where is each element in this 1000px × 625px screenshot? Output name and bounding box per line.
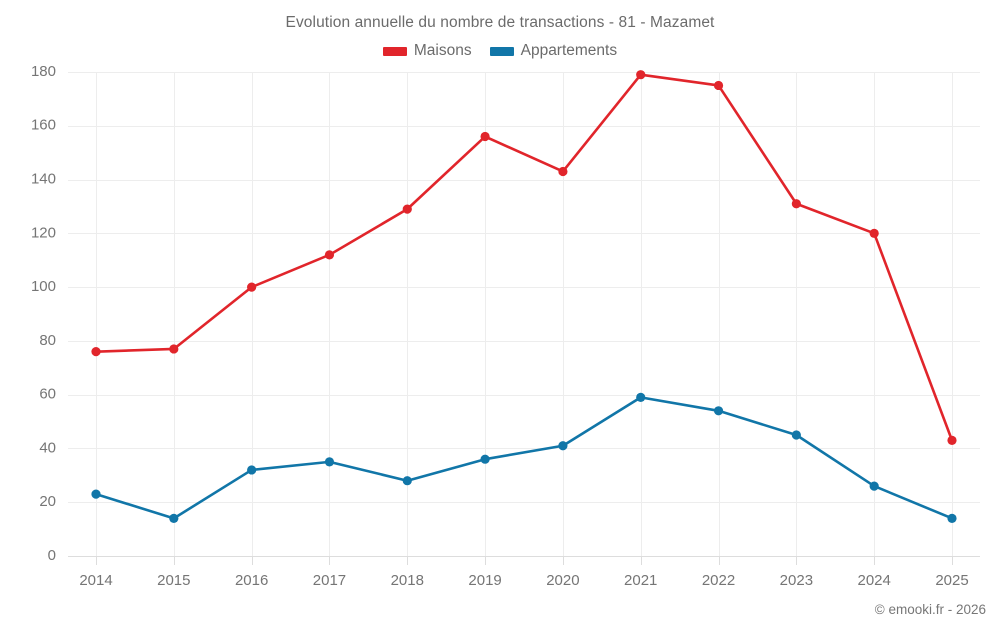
legend-label-maisons: Maisons	[413, 42, 472, 59]
y-axis-tick-label: 0	[48, 547, 56, 564]
legend-item-appartements[interactable]: Appartements	[489, 42, 618, 60]
x-axis-tick-label: 2018	[391, 572, 424, 589]
x-axis-tick-label: 2017	[313, 572, 346, 589]
data-point[interactable]	[324, 250, 335, 260]
x-axis-tick-label: 2024	[857, 572, 890, 589]
data-series	[91, 70, 957, 523]
x-axis-tick-label: 2015	[157, 572, 190, 589]
y-axis-tick-label: 100	[31, 278, 56, 295]
x-axis: 2014 2015 2016 2017 2018 2019 2020 2021 2022 2023…	[79, 556, 969, 589]
data-point[interactable]	[869, 228, 879, 238]
data-point[interactable]	[480, 131, 490, 142]
legend-label-appartements: Appartements	[520, 42, 618, 59]
data-point[interactable]	[480, 454, 490, 464]
data-point[interactable]	[169, 344, 179, 354]
data-point[interactable]	[636, 70, 646, 80]
y-axis: 0 20 40 60 80 100 120 140 160 180	[31, 63, 56, 564]
y-axis-tick-label: 160	[31, 117, 56, 134]
data-point[interactable]	[247, 282, 257, 292]
y-axis-tick-label: 120	[31, 224, 56, 241]
y-axis-tick-label: 180	[31, 63, 56, 80]
chart-legend: Maisons Appartements	[0, 42, 1000, 60]
legend-swatch-appartements	[489, 46, 514, 56]
data-point[interactable]	[791, 199, 801, 209]
data-point[interactable]	[713, 80, 724, 91]
data-point[interactable]	[402, 204, 412, 214]
y-axis-tick-label: 60	[39, 386, 56, 403]
data-point[interactable]	[947, 435, 957, 445]
x-axis-tick-label: 2016	[235, 572, 268, 589]
series-line-maisons	[94, 73, 954, 442]
data-point[interactable]	[91, 489, 101, 499]
data-point[interactable]	[402, 476, 412, 486]
data-point[interactable]	[169, 513, 179, 523]
legend-swatch-maisons	[382, 46, 407, 56]
data-point[interactable]	[247, 465, 257, 475]
x-axis-tick-label: 2025	[935, 572, 968, 589]
x-axis-tick-label: 2023	[780, 572, 813, 589]
data-point[interactable]	[91, 347, 101, 357]
y-axis-tick-label: 20	[39, 493, 56, 510]
data-point[interactable]	[947, 513, 957, 523]
data-point[interactable]	[791, 430, 801, 440]
chart-title: Evolution annuelle du nombre de transact…	[285, 14, 715, 31]
y-axis-tick-label: 80	[39, 332, 56, 349]
x-axis-tick-label: 2021	[624, 572, 657, 589]
x-axis-tick-label: 2020	[546, 572, 579, 589]
x-axis-tick-label: 2014	[79, 572, 112, 589]
data-point[interactable]	[636, 392, 646, 402]
x-axis-tick-label: 2022	[702, 572, 735, 589]
data-point[interactable]	[869, 481, 879, 491]
y-axis-tick-label: 140	[31, 171, 56, 188]
x-axis-tick-label: 2019	[468, 572, 501, 589]
data-point[interactable]	[713, 406, 724, 416]
y-axis-tick-label: 40	[39, 439, 56, 456]
data-point[interactable]	[324, 457, 335, 467]
data-point[interactable]	[558, 166, 568, 177]
legend-item-maisons[interactable]: Maisons	[382, 42, 472, 60]
grid-lines	[68, 72, 980, 557]
data-point[interactable]	[558, 441, 568, 451]
series-line-appartements	[94, 396, 954, 520]
copyright-credit: © emooki.fr - 2026	[874, 602, 986, 617]
